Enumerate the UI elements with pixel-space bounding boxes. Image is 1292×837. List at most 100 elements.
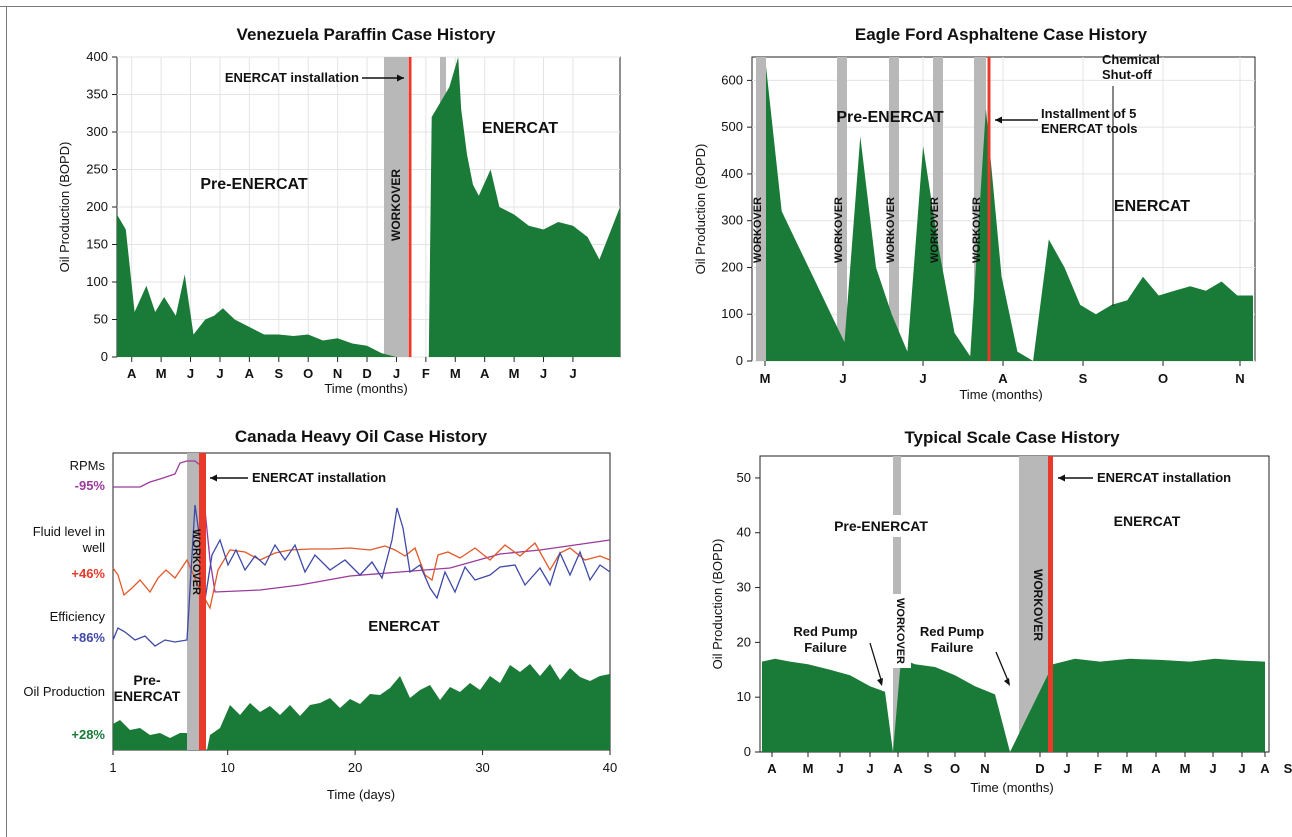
chart3-pre-box: Pre-ENERCAT: [114, 672, 181, 704]
chart4-xtick-label: J: [866, 761, 873, 776]
chart4-label-pre: Pre-ENERCAT: [834, 518, 928, 534]
chart1-xtick-label: S: [274, 366, 283, 381]
chart2-workover-labels: WORKOVER WORKOVER WORKOVER WORKOVER WORKOVER: [752, 197, 983, 263]
chart3-legend-rpm-name: RPMs: [70, 458, 106, 473]
chart4-xtick-label: J: [1063, 761, 1070, 776]
chart2-title: Eagle Ford Asphaltene Case History: [855, 25, 1148, 44]
chart4-y-ticks: 0 10 20 30 40 50: [737, 470, 760, 759]
chart2-ytick-label: 100: [721, 306, 743, 321]
chart4-xlabel: Time (months): [970, 780, 1053, 795]
frame-top-line: [0, 6, 1292, 7]
chart4-fail1-arrowhead: [877, 678, 883, 686]
chart1-ytick-label: 100: [86, 274, 108, 289]
chart2-ytick-label: 300: [721, 213, 743, 228]
chart4-pre-label-bg: [828, 515, 936, 537]
chart2-ytick-label: 0: [736, 353, 743, 368]
chart2-xtick-label: J: [839, 371, 846, 386]
chart2-annotation-install: Installment of 5 ENERCAT tools: [1041, 106, 1138, 136]
chart2-xtick-label: J: [919, 371, 926, 386]
chart2-workover-band: [933, 57, 943, 361]
chart1-xtick-label: J: [187, 366, 194, 381]
chart4-ytick-label: 10: [737, 689, 751, 704]
chart1-xtick-label: J: [393, 366, 400, 381]
chart3-xtick-label: 40: [603, 760, 617, 775]
chart1-xtick-label: M: [509, 366, 520, 381]
chart1-ytick-label: 200: [86, 199, 108, 214]
chart4-install-arrowhead: [1058, 474, 1065, 482]
chart4-label-enercat: ENERCAT: [1114, 513, 1181, 529]
chart4-workover-label-2: WORKOVER: [1031, 569, 1045, 641]
chart3-oil-box: Oil Production: [23, 684, 105, 699]
chart4-xtick-label: S: [924, 761, 933, 776]
chart3-x-ticks: 1 10 20 30 40: [109, 750, 617, 775]
chart1-ytick-label: 250: [86, 162, 108, 177]
chart4-workover1-label-bg: [883, 594, 911, 668]
chart3-label-enercat: ENERCAT: [368, 618, 439, 635]
chart2-y-ticks: 0 100 200 300 400 500 600: [721, 72, 752, 368]
chart3-xtick-label: 1: [109, 760, 116, 775]
chart2-shutoff-box: Chemical Shut-off: [1102, 52, 1160, 82]
chart2-label-enercat: ENERCAT: [1114, 198, 1190, 215]
chart4-fail2-arrow: [995, 651, 1010, 684]
chart4-xtick-label: A: [893, 761, 903, 776]
chart4-ytick-label: 50: [737, 470, 751, 485]
chart3-legend-eff-change: +86%: [71, 630, 105, 645]
chart3-xtick-label: 30: [475, 760, 489, 775]
chart1-workover-label: WORKOVER: [389, 169, 403, 241]
chart4-xtick-label: N: [980, 761, 989, 776]
chart4-fail1-arrow: [869, 642, 883, 684]
chart2-area: [766, 66, 1253, 362]
chart3-xlabel: Time (days): [327, 787, 395, 802]
chart4-annotation-install: ENERCAT installation: [1097, 470, 1231, 485]
chart1-xtick-label: F: [422, 366, 430, 381]
chart1-install-arrowhead: [397, 74, 404, 82]
chart2-workover-band: [837, 57, 847, 361]
chart4-xtick-label: S: [1284, 761, 1292, 776]
chart4-area: [762, 658, 1265, 752]
chart4-xtick-label: M: [1122, 761, 1133, 776]
chart3-workover-band: [187, 453, 199, 750]
chart2-xtick-label: A: [998, 371, 1008, 386]
chart3-title: Canada Heavy Oil Case History: [235, 427, 488, 446]
chart1-ylabel: Oil Production (BOPD): [57, 142, 72, 273]
chart2-workover-band: [889, 57, 899, 361]
chart1-ytick-label: 50: [94, 312, 108, 327]
chart1-ytick-label: 400: [86, 49, 108, 64]
chart1-label-enercat: ENERCAT: [482, 120, 558, 137]
chart2-xtick-label: O: [1158, 371, 1168, 386]
chart-typical-scale: Typical Scale Case History 0 10 20 30 40 50 A…: [710, 428, 1292, 795]
chart-canada: Canada Heavy Oil Case History 1 10 20 30 40 …: [23, 427, 617, 802]
chart4-xtick-label: F: [1094, 761, 1102, 776]
chart2-workover-label: WORKOVER: [971, 197, 983, 263]
chart4-fail1-box: Red Pump Failure: [793, 624, 858, 655]
chart2-workover-label: WORKOVER: [752, 197, 764, 263]
chart1-xtick-label: N: [333, 366, 342, 381]
chart2-ytick-label: 400: [721, 166, 743, 181]
chart2-workover-label: WORKOVER: [929, 197, 941, 263]
chart1-xtick-label: J: [216, 366, 223, 381]
chart2-xlabel: Time (months): [959, 387, 1042, 402]
chart3-legend-rpm-change: -95%: [75, 478, 106, 493]
chart2-workover-label: WORKOVER: [833, 197, 845, 263]
chart2-workover-band: [756, 57, 766, 361]
chart1-xtick-label: A: [245, 366, 255, 381]
chart4-annotation-fail1: Red Pump Failure: [793, 624, 858, 655]
chart1-area: [117, 57, 620, 357]
chart4-ylabel: Oil Production (BOPD): [710, 539, 725, 670]
chart1-xtick-label: M: [156, 366, 167, 381]
chart4-xtick-label: J: [836, 761, 843, 776]
chart4-xtick-label: J: [1209, 761, 1216, 776]
chart3-xtick-label: 10: [220, 760, 234, 775]
chart1-xtick-label: J: [569, 366, 576, 381]
chart2-install-box: Installment of 5 ENERCAT tools: [1041, 106, 1138, 136]
chart3-rpm-line: [113, 460, 611, 593]
chart1-annotation-install: ENERCAT installation: [225, 70, 359, 85]
chart2-ylabel: Oil Production (BOPD): [693, 144, 708, 275]
chart2-annotation-shutoff: Chemical Shut-off: [1102, 52, 1160, 82]
chart1-ytick-label: 300: [86, 124, 108, 139]
chart2-workover-label: WORKOVER: [885, 197, 897, 263]
chart3-workover-label: WORKOVER: [190, 529, 202, 595]
chart3-oil-area: [113, 664, 610, 750]
